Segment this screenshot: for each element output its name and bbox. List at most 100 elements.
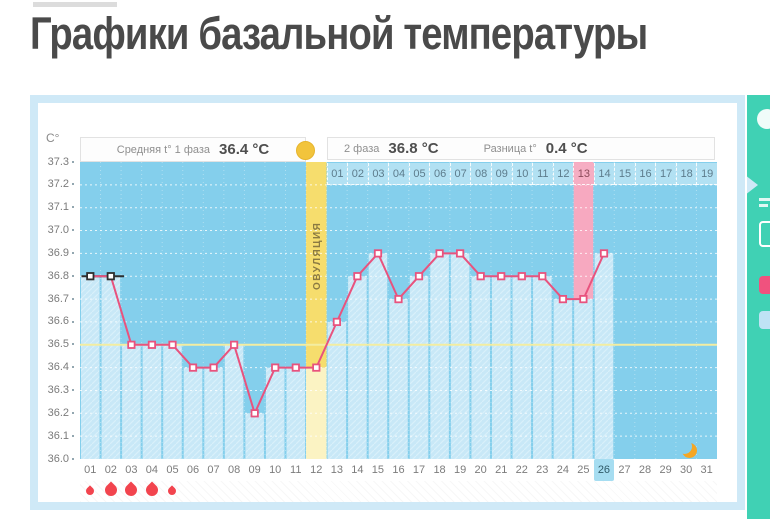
sidebar-mark-icon [759, 198, 770, 201]
day-cell[interactable]: 12 [310, 464, 323, 476]
phase2-day-cell: 02 [347, 163, 368, 185]
day-cell[interactable]: 05 [166, 464, 179, 476]
data-point[interactable] [476, 272, 485, 281]
next-arrow-icon[interactable] [747, 175, 758, 195]
y-tick-label: 36.9 [40, 247, 74, 260]
cycle-day-axis-row: 01 02 03 04 05 06 07 08 09 10 11 12 13 14 15 16 17 18 19 20… [80, 459, 717, 481]
phase2-day-cell: 04 [388, 163, 409, 185]
data-point[interactable] [250, 409, 259, 418]
day-cell[interactable]: 27 [618, 464, 631, 476]
page-title: Графики базальной температуры [30, 8, 648, 59]
day-cell[interactable]: 01 [84, 464, 97, 476]
day-cell[interactable]: 04 [145, 464, 159, 476]
data-point[interactable] [86, 272, 95, 281]
day-cell[interactable]: 18 [433, 464, 446, 476]
data-point[interactable] [353, 272, 362, 281]
phase2-day-cell: 12 [552, 163, 574, 185]
phase2-day-cell: 16 [634, 163, 656, 185]
sidebar-mark-icon [759, 204, 768, 207]
data-point[interactable] [332, 317, 341, 326]
y-tick-label: 36.1 [40, 430, 74, 443]
day-cell[interactable]: 14 [351, 464, 364, 476]
sidebar-circle-icon[interactable] [757, 109, 770, 129]
day-cell[interactable]: 11 [290, 464, 302, 476]
data-point[interactable] [188, 363, 198, 372]
data-point[interactable] [291, 363, 300, 372]
day-cell[interactable]: 16 [392, 464, 405, 476]
phase2-day-cell: 08 [470, 163, 491, 185]
day-cell[interactable]: 23 [536, 464, 549, 476]
day-cell[interactable]: 31 [700, 464, 713, 476]
sidebar-pink-button[interactable] [759, 276, 770, 294]
y-tick-label: 36.6 [40, 315, 74, 328]
day-cell[interactable]: 07 [207, 464, 220, 476]
day-cell[interactable]: 03 [125, 464, 138, 476]
data-point[interactable] [455, 249, 465, 258]
day-cell[interactable]: 25 [577, 464, 590, 476]
phase1-average-box: Средняя t° 1 фаза 36.4 °C [80, 137, 306, 162]
data-point[interactable] [127, 340, 136, 349]
data-point[interactable] [538, 272, 547, 281]
ovulation-dot-icon [296, 141, 315, 160]
day-cell[interactable]: 28 [638, 464, 652, 476]
phase1-average-label: Средняя t° 1 фаза [116, 143, 211, 156]
phase2-day-cell: 15 [614, 163, 635, 185]
data-point[interactable] [599, 249, 609, 258]
data-point[interactable] [435, 249, 444, 258]
data-point[interactable] [209, 363, 218, 372]
day-cell[interactable]: 19 [453, 464, 467, 476]
phase2-day-cell: 13 [573, 163, 594, 185]
data-point[interactable] [147, 340, 156, 349]
y-tick-label: 37.1 [40, 201, 74, 214]
phase2-summary-box: 2 фаза 36.8 °C Разница t° 0.4 °C [327, 137, 715, 160]
y-tick-label: 37.2 [40, 178, 74, 191]
day-cell[interactable]: 15 [371, 464, 385, 476]
day-cell[interactable]: 24 [556, 464, 569, 476]
day-cell[interactable]: 22 [515, 464, 528, 476]
data-point[interactable] [168, 340, 177, 349]
phase2-day-cell: 07 [449, 163, 471, 185]
y-tick-label: 36.0 [40, 453, 74, 466]
summary-row: Средняя t° 1 фаза 36.4 °C 2 фаза 36.8 °C… [80, 137, 717, 162]
y-tick-label: 36.5 [40, 338, 74, 351]
data-point[interactable] [229, 340, 239, 349]
data-point[interactable] [497, 272, 506, 281]
menstruation-row [80, 481, 717, 502]
y-tick-label: 36.8 [40, 270, 74, 283]
current-day-cell[interactable]: 26 [593, 459, 615, 481]
sidebar-blue-button[interactable] [759, 311, 770, 329]
phase2-day-cell: 10 [511, 163, 533, 185]
phase2-day-cell: 09 [490, 163, 512, 185]
data-point[interactable] [558, 294, 568, 304]
data-point[interactable] [414, 272, 424, 281]
day-cell[interactable]: 06 [186, 464, 200, 476]
sidebar-outline-button[interactable] [759, 221, 770, 247]
day-cell[interactable]: 09 [248, 464, 261, 476]
phase2-day-cell: 14 [593, 163, 615, 185]
data-point[interactable] [394, 294, 403, 304]
phase2-day-cell: 06 [429, 163, 450, 185]
data-point[interactable] [373, 249, 383, 258]
day-cell[interactable]: 13 [330, 464, 343, 476]
data-point[interactable] [271, 363, 280, 372]
phase2-day-header-row: 01 02 03 04 05 06 07 08 09 10 11 12 13 14 15 16 17 18 19 [326, 163, 717, 185]
day-cell[interactable]: 21 [495, 464, 508, 476]
data-point[interactable] [106, 272, 115, 281]
day-cell[interactable]: 08 [227, 464, 241, 476]
day-cell[interactable]: 30 [680, 464, 693, 476]
day-cell[interactable]: 20 [474, 464, 487, 476]
temperature-chart-panel: C° 37.3 37.2 37.1 37.0 36.9 36.8 36.7 36.6 36.5 3… [30, 95, 745, 510]
temperature-plot[interactable]: ОВУЛЯЦИЯ [80, 162, 717, 459]
day-cell[interactable]: 17 [412, 464, 426, 476]
day-cell[interactable]: 29 [659, 464, 672, 476]
phase2-value: 36.8 °C [388, 140, 439, 157]
day-cell[interactable]: 02 [104, 464, 117, 476]
menstruation-drop-icon [122, 481, 140, 499]
phase2-day-cell: 03 [367, 163, 389, 185]
side-toolbar [747, 95, 770, 519]
day-cell[interactable]: 10 [269, 464, 282, 476]
data-point[interactable] [517, 272, 526, 281]
data-point[interactable] [579, 294, 588, 304]
data-point[interactable] [312, 363, 321, 372]
